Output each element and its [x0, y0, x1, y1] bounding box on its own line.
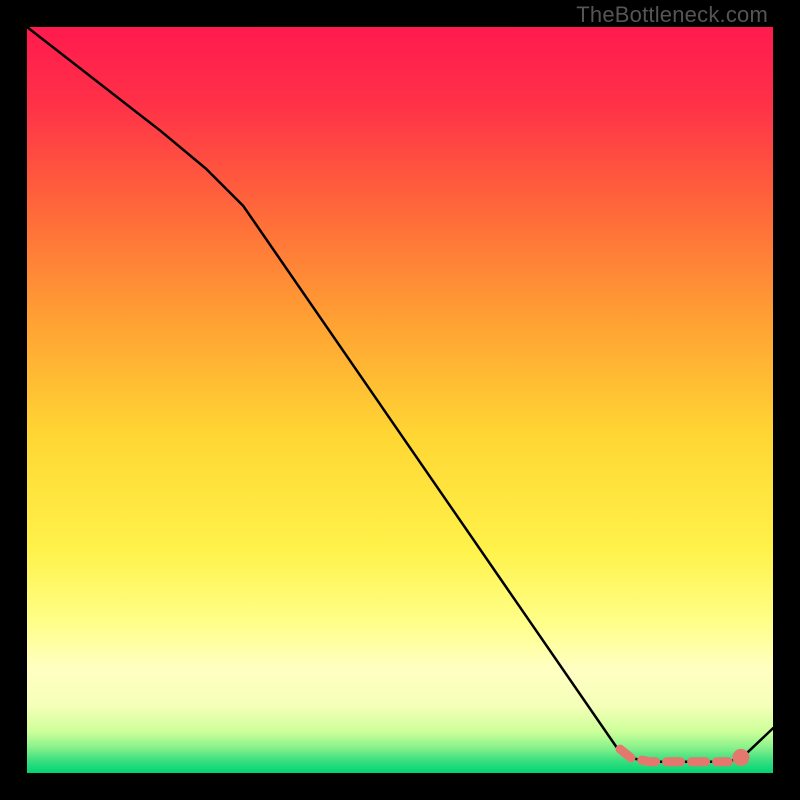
- current-config-dot: [732, 749, 749, 766]
- bottleneck-chart: [0, 0, 800, 800]
- watermark-text: TheBottleneck.com: [576, 2, 768, 28]
- chart-container: [0, 0, 800, 800]
